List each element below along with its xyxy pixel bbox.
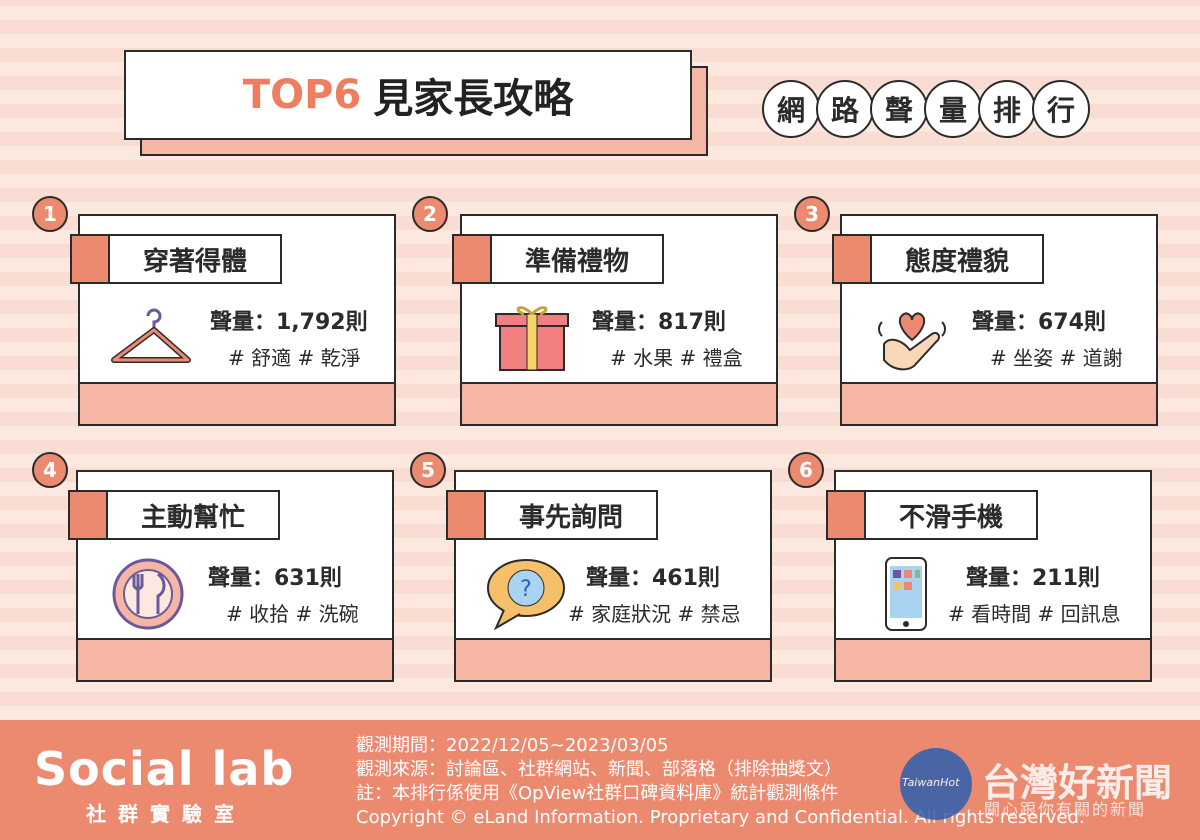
footnote: 註：本排行係使用《OpView社群口碑資料庫》統計觀測條件 [356,783,839,804]
card-footer-band [836,638,1150,680]
rank-badge: 3 [794,196,830,232]
tags-text: # 收拾 # 洗碗 [226,602,359,626]
subtitle-char: 量 [924,80,982,138]
tags-text: # 家庭狀況 # 禁忌 [568,602,741,626]
smartphone-icon [885,557,927,631]
subtitle-char: 聲 [870,80,928,138]
question-bubble-icon: ? [487,559,565,631]
card-title: 主動幫忙 [140,502,245,533]
watermark-title: 台灣好新聞 [982,761,1173,805]
ranking-card: 主動幫忙 聲量：631則 # 收拾 # 洗碗 [68,470,394,682]
copyright: Copyright © eLand Information. Proprieta… [356,807,1085,828]
card-title: 不滑手機 [898,502,1003,533]
rank-badge: 2 [412,196,448,232]
card-label: 事先詢問 [446,490,658,540]
card-label: 態度禮貌 [832,234,1044,284]
subtitle-char: 行 [1032,80,1090,138]
card-footer-band [78,638,392,680]
subtitle-char: 路 [816,80,874,138]
hanger-icon [111,308,191,363]
card-footer-band [80,382,394,424]
observation-period: 觀測期間：2022/12/05~2023/03/05 [356,735,669,756]
plate-utensils-icon [112,558,184,630]
card-footer-band [842,382,1156,424]
card-title: 事先詢問 [518,502,623,533]
rank-badge: 6 [788,452,824,488]
tags-text: # 坐姿 # 道謝 [990,346,1123,370]
watermark-badge: TaiwanHot [900,748,972,820]
card-footer-band [462,382,776,424]
gift-icon [495,306,569,371]
volume-text: 聲量：461則 [586,566,720,591]
title-accent: TOP6 [242,72,362,118]
page-title: TOP6 見家長攻略 [124,50,692,140]
tags-text: # 水果 # 禮盒 [610,346,743,370]
rank-badge: 1 [32,196,68,232]
volume-text: 聲量：1,792則 [210,310,368,335]
title-main: 見家長攻略 [373,76,574,122]
card-title: 穿著得體 [142,246,247,277]
watermark-badge-text: TaiwanHot [902,776,960,789]
ranking-card: 準備禮物 聲量：817則 # 水果 # 禮盒 [452,214,778,426]
rank-badge: 5 [410,452,446,488]
tags-text: # 看時間 # 回訊息 [948,602,1121,626]
card-footer-band [456,638,770,680]
sociallab-subtitle: 社群實驗室 [86,802,246,826]
observation-sources: 觀測來源：討論區、社群網站、新聞、部落格（排除抽獎文） [356,759,842,780]
subtitle-char: 排 [978,80,1036,138]
heart-hand-icon [878,312,946,371]
subtitle-char: 網 [762,80,820,138]
volume-text: 聲量：631則 [208,566,342,591]
tags-text: # 舒適 # 乾淨 [228,346,361,370]
card-label: 準備禮物 [452,234,664,284]
card-label: 主動幫忙 [68,490,280,540]
volume-text: 聲量：817則 [592,310,726,335]
card-label: 穿著得體 [70,234,282,284]
card-title: 態度禮貌 [904,246,1009,277]
card-label: 不滑手機 [826,490,1038,540]
rank-badge: 4 [32,452,68,488]
ranking-card: 不滑手機 聲量：211則 # 看時間 # 回訊息 [826,470,1152,682]
watermark-subtitle: 關心跟你有關的新聞 [984,800,1147,819]
svg-text:?: ? [520,577,532,602]
card-title: 準備禮物 [524,246,629,277]
ranking-card: 事先詢問 ? 聲量：461則 # 家庭狀況 # 禁忌 [446,470,772,682]
volume-text: 聲量：211則 [966,566,1100,591]
ranking-card: 穿著得體 聲量：1,792則 # 舒適 # 乾淨 [70,214,396,426]
subtitle-circles: 網 路 聲 量 排 行 [762,80,1090,138]
volume-text: 聲量：674則 [972,310,1106,335]
ranking-card: 態度禮貌 聲量：674則 # 坐姿 # 道謝 [832,214,1158,426]
footer: Social lab 社群實驗室 觀測期間：2022/12/05~2023/03… [0,720,1200,840]
sociallab-logo: Social lab [34,742,295,796]
